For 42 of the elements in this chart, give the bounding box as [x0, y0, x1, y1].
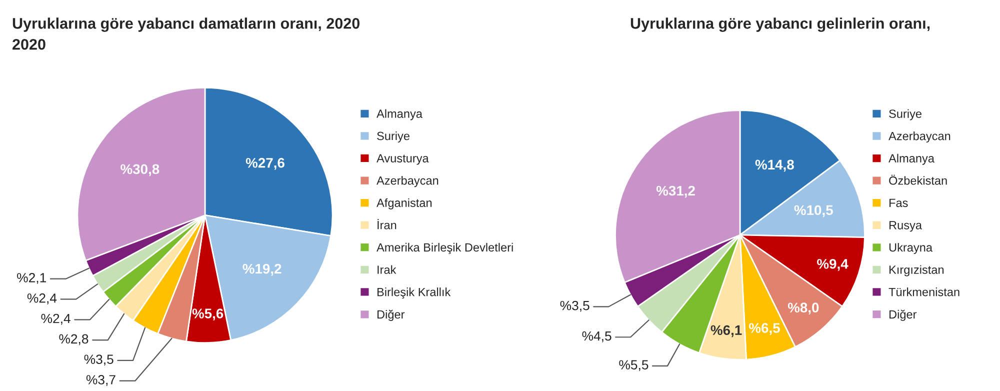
data-label: %4,5	[582, 331, 612, 342]
legend-label: İran	[378, 218, 396, 230]
data-label: %5,6	[192, 308, 224, 320]
data-label: %2,4	[41, 314, 70, 325]
legend-label: Amerika Birleşik Devletleri	[376, 242, 513, 254]
data-label: %6,5	[749, 323, 780, 335]
data-label: %8,0	[788, 302, 819, 315]
data-label: %3,5	[84, 354, 114, 366]
data-label: %2,4	[27, 293, 57, 304]
legend-label: Suriye	[889, 109, 922, 120]
legend-label: Azerbaycan	[888, 132, 950, 143]
legend-label: Almanya	[376, 109, 422, 120]
data-label: %30,8	[120, 164, 160, 176]
legend-label: Afganistan	[376, 198, 432, 210]
legend-label: Diğer	[889, 310, 917, 321]
data-label: %2,8	[59, 334, 88, 346]
data-label: %5,5	[619, 360, 648, 372]
data-label: %10,5	[794, 205, 833, 218]
legend-label: Rusya	[889, 221, 922, 232]
legend-label: Suriye	[377, 131, 410, 142]
legend-label: Kırgızistan	[889, 265, 944, 276]
chart-title: Uyruklarına göre yabancı damatların oranı, 2020 2020	[12, 18, 360, 50]
data-label: %6,1	[710, 325, 742, 338]
data-label: %3,5	[560, 300, 590, 312]
legend-label: Ukrayna	[889, 242, 932, 254]
legend-label: Avusturya	[376, 154, 429, 165]
data-label: %27,6	[246, 158, 284, 170]
data-label: %9,4	[817, 258, 848, 271]
legend-label: Azerbaycan	[376, 176, 438, 188]
data-label: %2,1	[17, 273, 46, 284]
data-label: %14,8	[755, 160, 794, 172]
data-label: %19,2	[242, 264, 282, 276]
legend-label: Almanya	[888, 154, 934, 165]
legend-label: Özbekistan	[889, 174, 947, 185]
legend-label: Fas	[889, 198, 908, 208]
legend-label: Diğer	[377, 310, 405, 321]
legend-label: Türkmenistan	[888, 288, 960, 296]
data-label: %3,7	[86, 375, 116, 386]
data-label: %31,2	[656, 186, 695, 198]
chart-title: Uyruklarına göre yabancı gelinlerin oranı,	[630, 18, 930, 32]
legend-label: Birleşik Krallık	[377, 288, 451, 299]
legend-label: Irak	[378, 265, 396, 274]
